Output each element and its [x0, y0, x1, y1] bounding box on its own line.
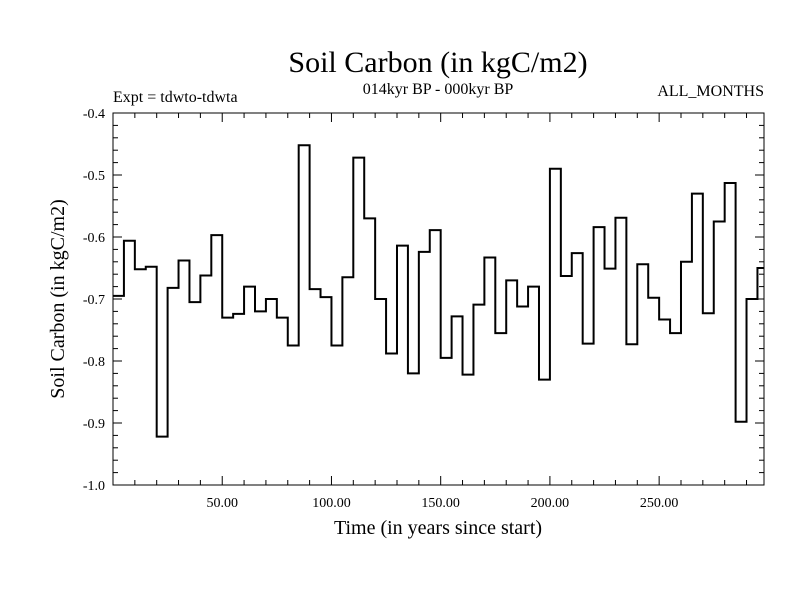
x-tick-label: 50.00 — [206, 496, 238, 511]
x-axis-label: Time (in years since start) — [334, 517, 542, 539]
y-tick-label: -1.0 — [83, 479, 105, 494]
y-axis-label: Soil Carbon (in kgC/m2) — [47, 199, 69, 398]
x-tick-label: 250.00 — [640, 496, 679, 511]
plot-frame — [112, 112, 765, 486]
y-tick-label: -0.4 — [83, 107, 105, 122]
y-tick-labels: -0.4 -0.5 -0.6 -0.7 -0.8 -0.9 -1.0 — [83, 107, 105, 494]
y-tick-label: -0.6 — [83, 231, 105, 246]
series-line — [113, 144, 764, 438]
period-label: ALL_MONTHS — [657, 83, 764, 100]
axis-ticks — [113, 112, 764, 486]
x-tick-label: 200.00 — [531, 496, 570, 511]
x-tick-labels: 50.00 100.00 150.00 200.00 250.00 — [206, 496, 678, 511]
y-tick-label: -0.7 — [83, 293, 105, 308]
x-tick-label: 150.00 — [421, 496, 460, 511]
chart-subtitle: 014kyr BP - 000kyr BP — [363, 81, 514, 98]
chart-title: Soil Carbon (in kgC/m2) — [288, 46, 587, 79]
y-tick-label: -0.5 — [83, 169, 105, 184]
x-tick-label: 100.00 — [312, 496, 351, 511]
series-group — [113, 144, 764, 438]
y-tick-label: -0.9 — [83, 417, 105, 432]
y-tick-label: -0.8 — [83, 355, 105, 370]
expt-label: Expt = tdwto-tdwta — [113, 89, 238, 106]
